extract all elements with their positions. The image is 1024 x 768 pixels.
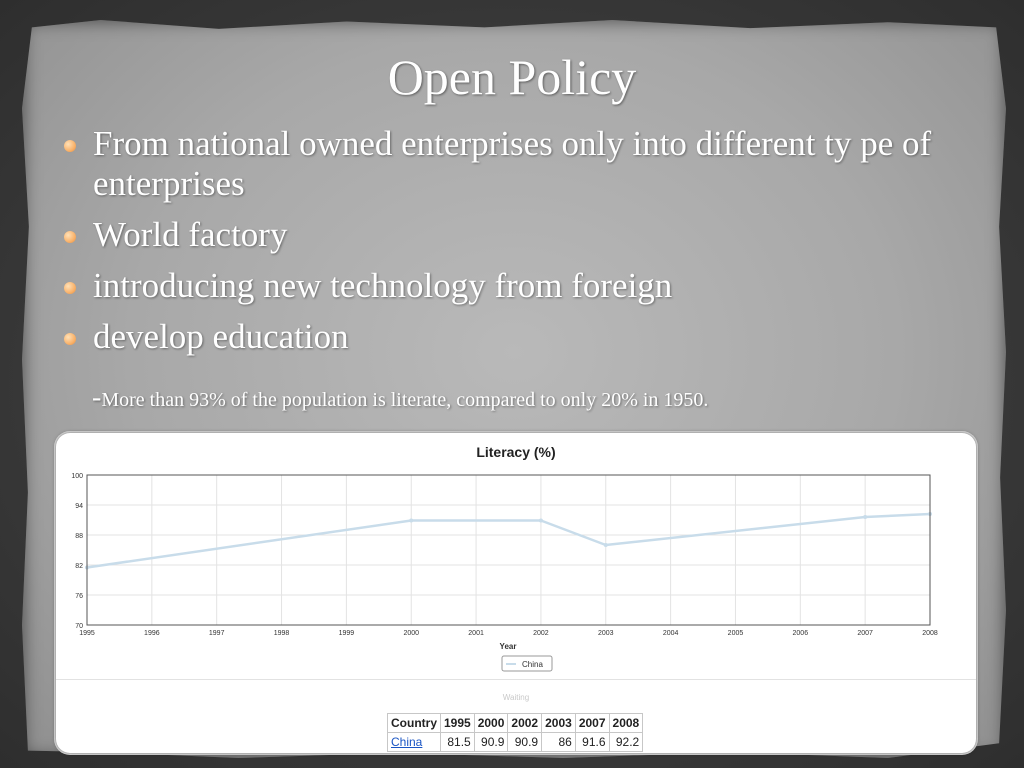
x-axis-label: Year bbox=[500, 642, 517, 651]
x-tick-label: 2000 bbox=[403, 630, 419, 637]
table-cell: 90.9 bbox=[473, 732, 509, 752]
bullet-dot-icon bbox=[64, 333, 76, 345]
column-header: 2000 bbox=[473, 713, 509, 733]
column-header: 2002 bbox=[507, 713, 543, 733]
data-point bbox=[863, 515, 868, 519]
country-link[interactable]: China bbox=[387, 732, 441, 752]
slide-title: Open Policy bbox=[387, 49, 637, 105]
y-tick-label: 76 bbox=[75, 593, 83, 600]
column-header: 2007 bbox=[574, 713, 610, 733]
literacy-note: -More than 93% of the population is lite… bbox=[92, 382, 708, 414]
x-tick-label: 1999 bbox=[339, 630, 355, 637]
plot-border bbox=[86, 474, 931, 626]
x-tick-label: 2006 bbox=[793, 630, 809, 637]
y-tick-label: 94 bbox=[75, 503, 83, 510]
bullet-item: introducing new technology from foreign bbox=[64, 266, 964, 306]
bullet-text: develop education bbox=[93, 317, 349, 356]
bullet-dot-icon bbox=[64, 140, 76, 152]
y-axis-ticks: 100 94 88 82 76 70 bbox=[71, 473, 83, 630]
status-text: Waiting bbox=[502, 693, 530, 702]
bullet-dot-icon bbox=[64, 231, 76, 243]
data-point bbox=[409, 518, 414, 523]
chart-title: Literacy (%) bbox=[476, 444, 555, 460]
x-tick-label: 2003 bbox=[598, 630, 614, 637]
x-tick-label: 1998 bbox=[274, 630, 290, 637]
x-tick-label: 1995 bbox=[79, 630, 95, 637]
table-row: China 81.5 90.9 90.9 86 91.6 92.2 bbox=[387, 732, 644, 752]
bullet-text: introducing new technology from foreign bbox=[93, 266, 673, 305]
legend-box bbox=[501, 655, 553, 672]
note-dash: - bbox=[92, 382, 102, 413]
chart-legend[interactable]: China bbox=[501, 655, 553, 672]
table-cell: 86 bbox=[541, 732, 576, 752]
bullet-list: From national owned enterprises only int… bbox=[64, 124, 964, 368]
bullet-item: develop education bbox=[64, 317, 964, 357]
y-tick-label: 100 bbox=[71, 473, 83, 480]
bullet-item: From national owned enterprises only int… bbox=[64, 124, 964, 204]
column-header: Country bbox=[387, 713, 441, 733]
table-cell: 91.6 bbox=[574, 732, 610, 752]
x-axis-ticks: 1995 1996 1997 1998 1999 2000 2001 2002 2003 2004… bbox=[79, 630, 938, 637]
series-line bbox=[86, 512, 931, 569]
data-table: Country 1995 2000 2002 2003 2007 2008 Ch… bbox=[387, 713, 644, 752]
data-point bbox=[538, 518, 543, 523]
bullet-item: World factory bbox=[64, 215, 964, 255]
x-tick-label: 2007 bbox=[857, 630, 873, 637]
x-tick-label: 2004 bbox=[663, 630, 679, 637]
bullet-text: World factory bbox=[93, 215, 288, 254]
table-cell: 81.5 bbox=[440, 732, 475, 752]
chart-panel: Literacy (%) 100 94 88 82 76 70 1995 1996 1997 1… bbox=[56, 433, 976, 753]
y-tick-label: 88 bbox=[75, 533, 83, 540]
data-point bbox=[603, 543, 608, 547]
bullet-dot-icon bbox=[64, 282, 76, 294]
table-header-row: Country 1995 2000 2002 2003 2007 2008 bbox=[387, 713, 644, 733]
x-tick-label: 2005 bbox=[728, 630, 744, 637]
x-tick-label: 1996 bbox=[144, 630, 160, 637]
bullet-text: From national owned enterprises only int… bbox=[93, 124, 932, 203]
x-tick-label: 2001 bbox=[468, 630, 484, 637]
plot-area bbox=[86, 474, 931, 626]
legend-label: China bbox=[522, 660, 543, 669]
y-tick-label: 82 bbox=[75, 563, 83, 570]
chart-series bbox=[85, 474, 932, 626]
column-header: 2003 bbox=[541, 713, 576, 733]
table-cell: 92.2 bbox=[608, 732, 644, 752]
y-tick-label: 70 bbox=[75, 623, 83, 630]
x-tick-label: 2008 bbox=[922, 630, 938, 637]
table-cell: 90.9 bbox=[507, 732, 543, 752]
x-tick-label: 2002 bbox=[533, 630, 549, 637]
column-header: 1995 bbox=[440, 713, 475, 733]
note-text: More than 93% of the population is liter… bbox=[101, 389, 709, 411]
panel-divider bbox=[56, 679, 976, 680]
x-tick-label: 1997 bbox=[209, 630, 225, 637]
column-header: 2008 bbox=[608, 713, 644, 733]
